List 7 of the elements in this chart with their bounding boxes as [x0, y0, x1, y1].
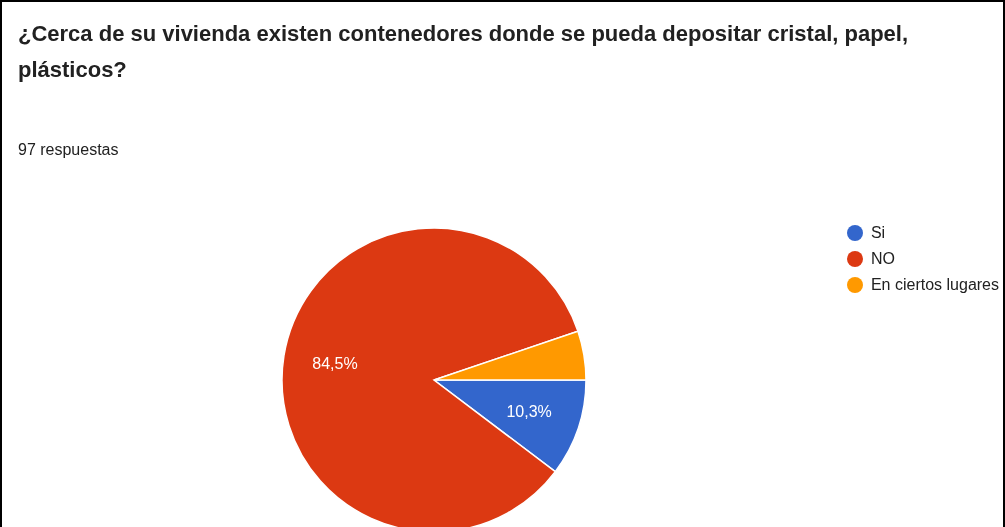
text: 97 respuestas	[18, 141, 119, 159]
legend-label: En ciertos lugares	[870, 275, 999, 295]
data-label: 84,5%	[312, 355, 358, 373]
data-label: 10,3%	[506, 403, 552, 421]
chart-title: ¿Cerca de su vivienda existen contenedores donde se pueda depositar cristal, papel, plásticos?	[18, 20, 910, 84]
legend-label: NO	[870, 249, 895, 269]
legend-label: Si	[870, 223, 886, 243]
